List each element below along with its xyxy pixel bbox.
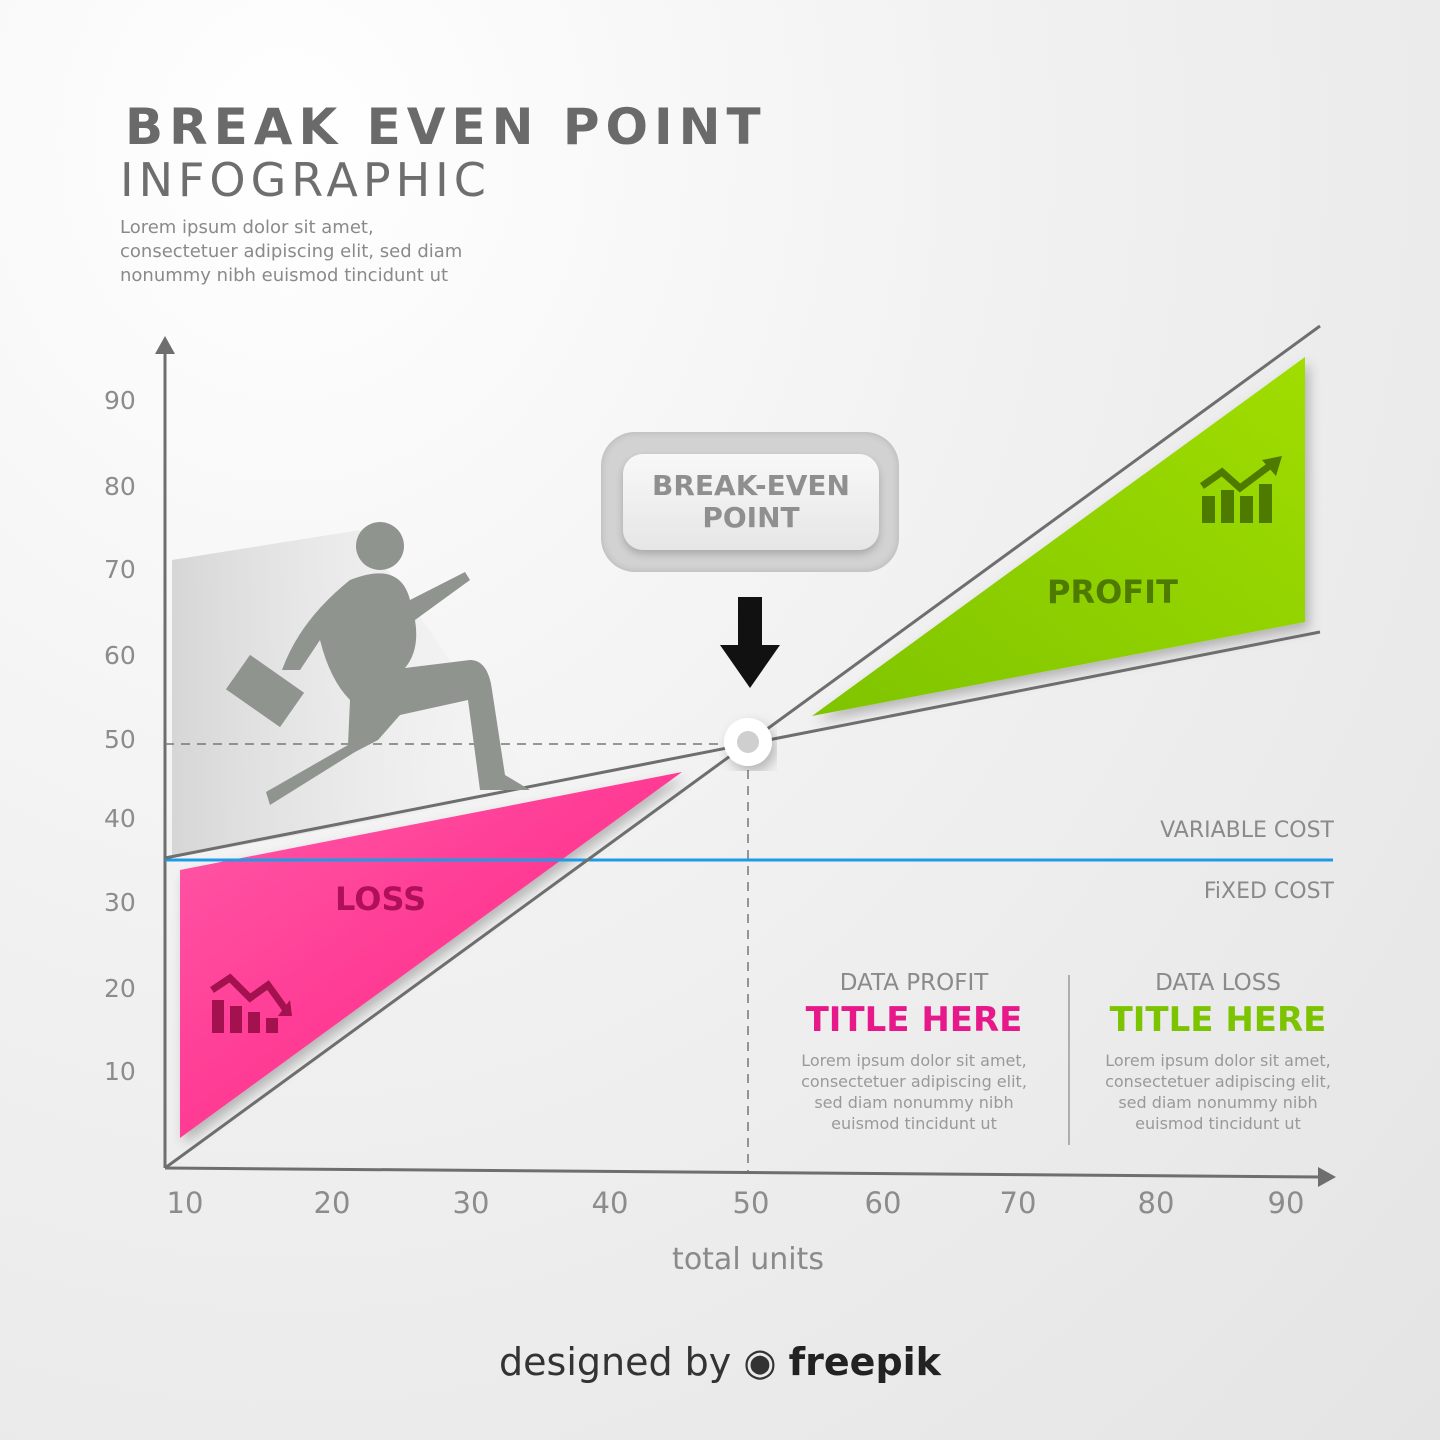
- x-tick: 10: [166, 1186, 204, 1220]
- y-tick: 90: [104, 386, 136, 415]
- block-title: TITLE HERE: [805, 1000, 1023, 1040]
- page-title: BREAK EVEN POINT: [125, 98, 767, 156]
- loss-region: [180, 772, 682, 1138]
- freepik-logo-icon: ◉: [743, 1340, 777, 1384]
- y-tick: 30: [104, 888, 136, 917]
- y-tick: 80: [104, 472, 136, 501]
- break-even-marker-center: [737, 731, 759, 753]
- y-tick: 10: [104, 1057, 136, 1086]
- data-loss-block: DATA LOSS TITLE HERE Lorem ipsum dolor s…: [1098, 970, 1338, 1134]
- x-axis: [164, 1166, 1323, 1179]
- x-tick: 20: [313, 1186, 351, 1220]
- chart-up-icon: [1199, 456, 1282, 523]
- data-profit-block: DATA PROFIT TITLE HERE Lorem ipsum dolor…: [794, 970, 1034, 1134]
- intro-text: Lorem ipsum dolor sit amet, consectetuer…: [120, 217, 463, 286]
- y-tick: 40: [104, 804, 136, 833]
- y-tick: 60: [104, 641, 136, 670]
- arrow-down-icon: [720, 597, 780, 688]
- credit-prefix: designed by: [499, 1340, 732, 1384]
- block-heading: DATA PROFIT: [839, 970, 989, 996]
- x-tick: 30: [452, 1186, 490, 1220]
- credit-brand: freepik: [788, 1340, 941, 1384]
- x-tick: 70: [999, 1186, 1037, 1220]
- x-axis-arrow: [1318, 1167, 1336, 1187]
- x-tick: 40: [591, 1186, 629, 1220]
- block-heading: DATA LOSS: [1155, 970, 1281, 996]
- y-tick: 50: [104, 725, 136, 754]
- profit-label: PROFIT: [1047, 573, 1178, 611]
- block-title: TITLE HERE: [1109, 1000, 1327, 1040]
- x-axis-label: total units: [672, 1242, 824, 1277]
- y-tick: 20: [104, 974, 136, 1003]
- x-tick: 90: [1267, 1186, 1305, 1220]
- y-axis-arrow: [155, 336, 175, 354]
- page-subtitle: INFOGRAPHIC: [120, 153, 491, 207]
- fixed-cost-label: FiXED COST: [1203, 879, 1334, 904]
- y-tick: 70: [104, 555, 136, 584]
- break-even-callout: BREAK-EVEN POINT: [601, 432, 899, 572]
- x-tick: 60: [864, 1186, 902, 1220]
- block-text: Lorem ipsum dolor sit amet, consectetuer…: [1105, 1051, 1331, 1133]
- loss-label: LOSS: [335, 880, 427, 918]
- chart-down-icon: [210, 973, 292, 1033]
- variable-cost-label: VARIABLE COST: [1160, 818, 1334, 843]
- x-tick: 80: [1137, 1186, 1175, 1220]
- profit-region: [812, 357, 1305, 716]
- footer-credit: designed by ◉ freepik: [0, 1340, 1440, 1384]
- block-text: Lorem ipsum dolor sit amet, consectetuer…: [801, 1051, 1027, 1133]
- break-even-label: BREAK-EVEN POINT: [623, 454, 879, 550]
- running-businessman-icon: [225, 522, 530, 805]
- x-tick: 50: [732, 1186, 770, 1220]
